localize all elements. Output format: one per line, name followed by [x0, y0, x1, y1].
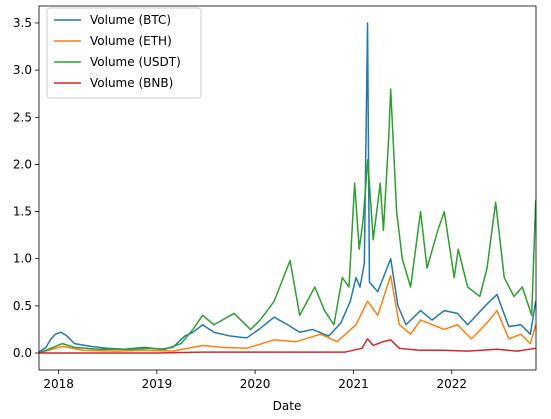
legend: Volume (BTC) Volume (ETH) Volume (USDT) Vol…	[46, 7, 202, 99]
x-axis-label: Date	[273, 399, 302, 413]
x-tick-label: 2020	[240, 377, 271, 391]
series-line-3	[39, 338, 536, 354]
axes-frame	[38, 5, 537, 371]
y-tick-label: 0.5	[13, 299, 32, 313]
series-line-2	[39, 88, 536, 354]
y-tick-label: 2.0	[13, 157, 32, 171]
legend-entry-label: Volume (BNB)	[90, 76, 173, 90]
y-tick-label: 1.0	[13, 252, 32, 266]
series-line-0	[39, 22, 536, 353]
x-tick-label: 2022	[437, 377, 468, 391]
x-axis: 2018 2019 2020 2021 2022	[43, 370, 467, 391]
y-tick-label: 1.5	[13, 205, 32, 219]
series-line-1	[39, 274, 536, 354]
y-tick-label: 3.0	[13, 63, 32, 77]
y-tick-label: 3.5	[13, 16, 32, 30]
x-tick-label: 2021	[338, 377, 369, 391]
y-tick-label: 2.5	[13, 110, 32, 124]
y-axis: 0.0 0.5 1.0 1.5 2.0 2.5 3.0 3.5	[13, 16, 39, 360]
y-tick-label: 0.0	[13, 346, 32, 360]
x-tick-label: 2018	[43, 377, 74, 391]
legend-entry-label: Volume (USDT)	[90, 55, 181, 69]
plot-area	[39, 22, 536, 354]
legend-entry-label: Volume (ETH)	[90, 34, 172, 48]
legend-entry-label: Volume (BTC)	[90, 13, 171, 27]
x-tick-label: 2019	[142, 377, 173, 391]
legend-box	[46, 7, 202, 99]
